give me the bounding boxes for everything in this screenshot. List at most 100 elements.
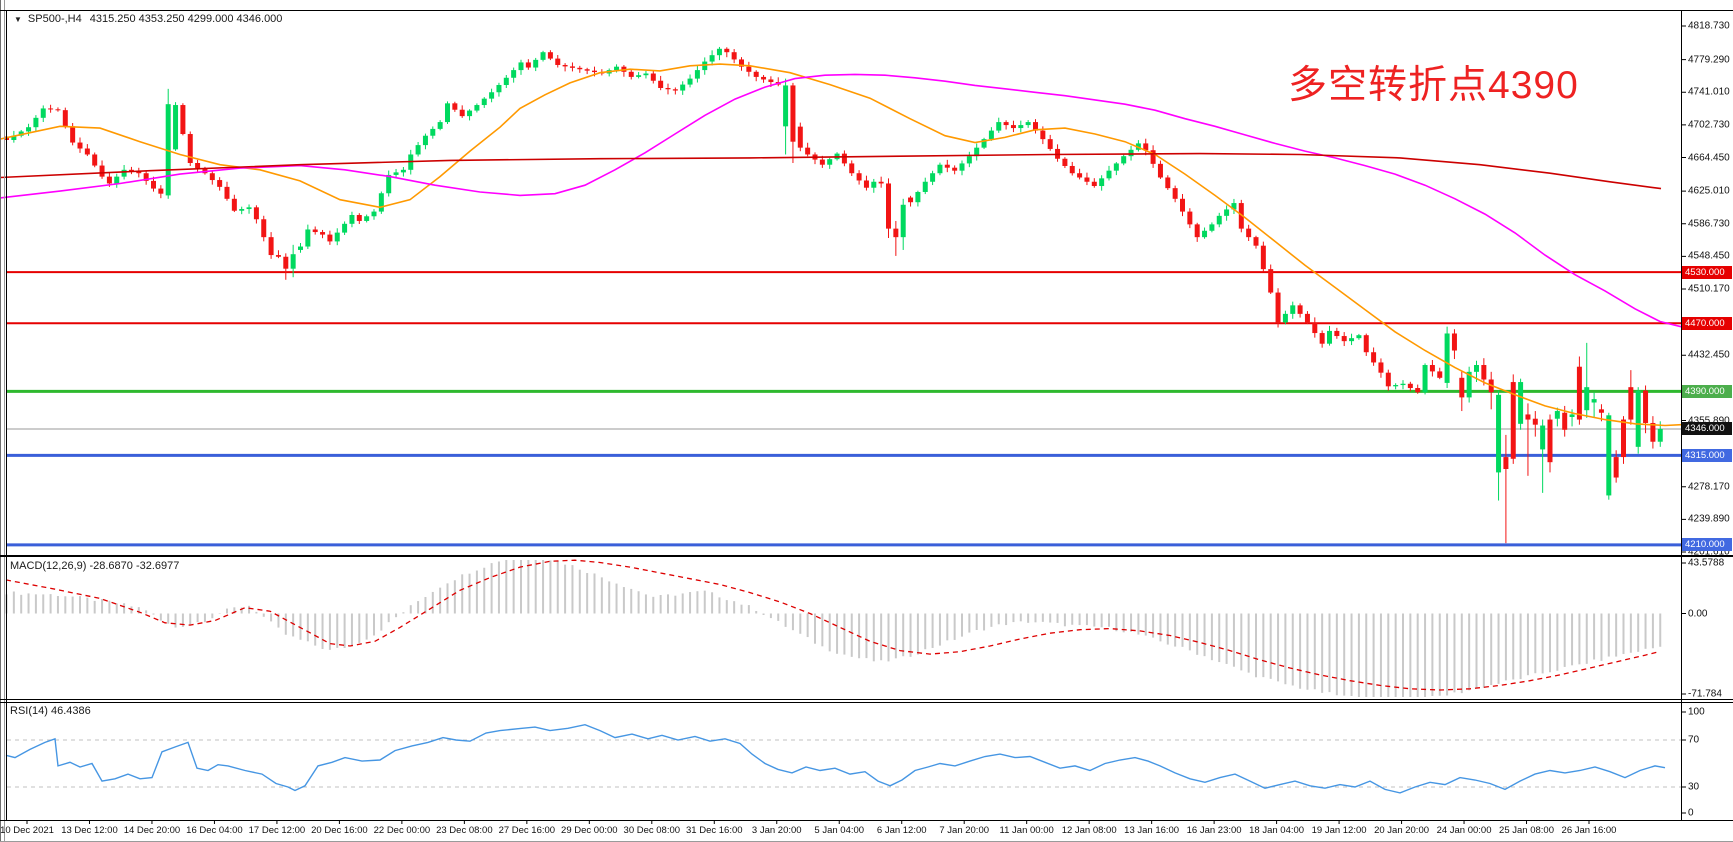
candle-body <box>562 64 568 67</box>
candle-body <box>1231 203 1237 210</box>
time-label: 3 Jan 20:00 <box>751 825 802 836</box>
candle-body <box>1532 418 1538 425</box>
rsi-line <box>5 723 1666 794</box>
time-label: 13 Dec 12:00 <box>61 825 118 836</box>
candle-body <box>437 122 443 129</box>
time-label: 23 Dec 08:00 <box>436 825 493 836</box>
time-label: 6 Jan 12:00 <box>876 825 927 836</box>
candle-body <box>1099 178 1105 187</box>
candle-body <box>136 171 142 174</box>
candle-body <box>1518 382 1524 424</box>
time-label: 25 Jan 08:00 <box>1499 825 1554 836</box>
candle-body <box>268 237 274 256</box>
candle-body <box>165 104 171 196</box>
candle-body <box>768 79 774 83</box>
candle-body <box>1562 412 1568 430</box>
candle-body <box>1650 422 1656 442</box>
price-tick-label: 4278.170 <box>1688 481 1730 493</box>
level-badge: 4390.000 <box>1682 384 1732 398</box>
candle-body <box>474 105 480 111</box>
time-label: 18 Jan 04:00 <box>1249 825 1305 836</box>
level-badge: 4346.000 <box>1682 422 1732 436</box>
candle-body <box>1040 130 1046 140</box>
candle-body <box>988 130 994 140</box>
candle-body <box>290 254 296 269</box>
candle-body <box>452 103 458 110</box>
candle-body <box>1393 385 1399 387</box>
candle-body <box>658 80 664 88</box>
time-label: 22 Dec 00:00 <box>373 825 431 836</box>
candle-body <box>1165 177 1171 189</box>
symbol-title: SP500-,H4 <box>27 13 82 25</box>
ma-fast-orange-line <box>0 63 1682 427</box>
plot-left-border <box>6 10 7 820</box>
candle-body <box>724 48 730 53</box>
price-tick-label: 4239.890 <box>1688 513 1730 525</box>
candle-body <box>1510 382 1516 459</box>
candle-body <box>702 61 708 71</box>
macd-signal-line <box>5 559 1661 691</box>
price-tick-label: 4702.730 <box>1688 119 1730 131</box>
candle-body <box>1459 377 1465 398</box>
time-label: 7 Jan 20:00 <box>939 825 990 836</box>
candle-body <box>790 85 796 142</box>
candle-body <box>1003 122 1009 126</box>
time-label: 16 Dec 04:00 <box>186 825 243 836</box>
candle-body <box>1018 125 1024 129</box>
title-bar: ▼ SP500-,H4 4315.250 4353.250 4299.000 434… <box>14 13 282 25</box>
candle-body <box>886 183 891 229</box>
candle-body <box>1657 428 1663 442</box>
candle-body <box>1260 245 1266 270</box>
candle-body <box>503 77 509 86</box>
candle-body <box>1334 330 1340 337</box>
candle-body <box>253 207 259 220</box>
candle-body <box>584 69 590 71</box>
candle-body <box>1246 228 1252 238</box>
candle-body <box>797 126 803 148</box>
candle-body <box>143 173 149 181</box>
time-label: 13 Jan 16:00 <box>1124 825 1180 836</box>
candle-body <box>878 181 884 184</box>
main-macd-divider <box>0 555 1733 557</box>
candle-body <box>746 66 752 72</box>
candle-body <box>915 191 921 203</box>
candle-body <box>33 117 39 128</box>
candle-body <box>1621 419 1626 458</box>
candle-body <box>467 110 473 117</box>
candle-body <box>84 148 90 155</box>
candle-body <box>106 176 112 184</box>
candle-body <box>356 214 362 221</box>
macd-rsi-divider-2 <box>0 702 1733 703</box>
candle-body <box>525 62 531 68</box>
time-axis-border <box>0 820 1733 821</box>
candle-body <box>1547 419 1553 463</box>
candle-body <box>1202 230 1208 238</box>
time-label: 16 Jan 23:00 <box>1186 825 1242 836</box>
candle-body <box>371 211 377 217</box>
candle-body <box>1216 215 1222 225</box>
candle-body <box>349 214 355 224</box>
candle-body <box>1385 372 1391 387</box>
candle-body <box>246 207 252 210</box>
candle-body <box>592 70 597 73</box>
candle-body <box>937 164 943 174</box>
candle-body <box>430 128 436 136</box>
symbol-dropdown-icon[interactable]: ▼ <box>14 15 22 24</box>
rsi-label: RSI(14) 46.4386 <box>10 705 91 717</box>
candle-body <box>922 181 928 192</box>
candle-body <box>614 66 620 71</box>
time-label: 11 Jan 00:00 <box>999 825 1054 836</box>
candle-body <box>1047 139 1053 149</box>
candle-body <box>1121 156 1127 164</box>
candle-body <box>1400 383 1406 386</box>
candle-body <box>92 154 98 166</box>
candle-body <box>99 165 105 177</box>
rsi-tick-label: 0 <box>1688 807 1694 819</box>
candle-body <box>342 223 348 233</box>
candle-body <box>731 52 737 60</box>
candle-body <box>643 73 649 76</box>
candle-body <box>680 84 686 91</box>
candle-body <box>77 142 83 149</box>
candle-body <box>908 197 914 203</box>
